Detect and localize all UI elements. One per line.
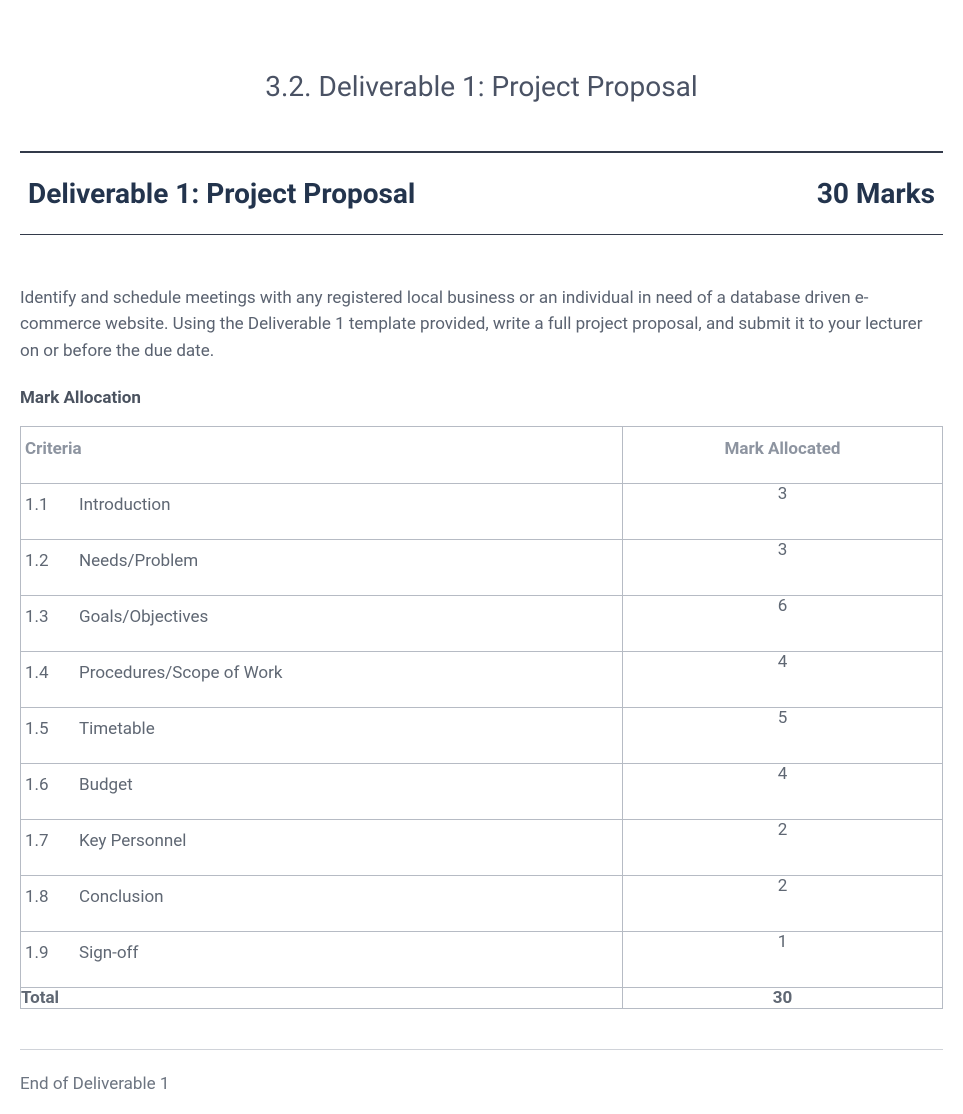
criteria-number: 1.7 xyxy=(21,820,79,875)
criteria-label: Conclusion xyxy=(79,876,164,931)
criteria-number: 1.1 xyxy=(21,484,79,539)
table-header-row: Criteria Mark Allocated xyxy=(21,427,943,484)
mark-allocated-column-header: Mark Allocated xyxy=(623,427,943,484)
table-row: 1.4Procedures/Scope of Work4 xyxy=(21,652,943,708)
criteria-column-header: Criteria xyxy=(21,427,623,484)
table-row: 1.9Sign-off1 xyxy=(21,932,943,988)
criteria-number: 1.2 xyxy=(21,540,79,595)
criteria-number: 1.4 xyxy=(21,652,79,707)
criteria-label: Procedures/Scope of Work xyxy=(79,652,282,707)
criteria-cell: 1.5Timetable xyxy=(21,708,623,764)
mark-value-cell: 2 xyxy=(623,876,943,932)
section-title: 3.2. Deliverable 1: Project Proposal xyxy=(20,70,943,103)
table-row: 1.2Needs/Problem3 xyxy=(21,540,943,596)
table-row: 1.3Goals/Objectives6 xyxy=(21,596,943,652)
mark-value-cell: 5 xyxy=(623,708,943,764)
total-label: Total xyxy=(21,988,623,1009)
criteria-cell: 1.1Introduction xyxy=(21,484,623,540)
deliverable-header-row: Deliverable 1: Project Proposal 30 Marks xyxy=(20,171,943,216)
criteria-number: 1.9 xyxy=(21,932,79,987)
criteria-label: Key Personnel xyxy=(79,820,186,875)
mark-allocation-heading: Mark Allocation xyxy=(20,388,943,408)
criteria-label: Goals/Objectives xyxy=(79,596,208,651)
criteria-label: Sign-off xyxy=(79,932,138,987)
criteria-number: 1.5 xyxy=(21,708,79,763)
mark-allocation-table: Criteria Mark Allocated 1.1Introduction3… xyxy=(20,426,943,1009)
mark-value-cell: 4 xyxy=(623,652,943,708)
deliverable-marks: 30 Marks xyxy=(817,177,935,210)
criteria-label: Introduction xyxy=(79,484,171,539)
table-row: 1.6Budget4 xyxy=(21,764,943,820)
criteria-number: 1.3 xyxy=(21,596,79,651)
criteria-label: Needs/Problem xyxy=(79,540,198,595)
end-of-deliverable-text: End of Deliverable 1 xyxy=(20,1074,943,1094)
table-row: 1.8Conclusion2 xyxy=(21,876,943,932)
criteria-number: 1.6 xyxy=(21,764,79,819)
total-value: 30 xyxy=(623,988,943,1009)
criteria-cell: 1.7Key Personnel xyxy=(21,820,623,876)
deliverable-title: Deliverable 1: Project Proposal xyxy=(28,177,415,210)
criteria-cell: 1.6Budget xyxy=(21,764,623,820)
header-rule-top xyxy=(20,151,943,153)
table-row: 1.5Timetable5 xyxy=(21,708,943,764)
criteria-cell: 1.2Needs/Problem xyxy=(21,540,623,596)
criteria-cell: 1.9Sign-off xyxy=(21,932,623,988)
mark-value-cell: 4 xyxy=(623,764,943,820)
criteria-cell: 1.4Procedures/Scope of Work xyxy=(21,652,623,708)
mark-value-cell: 3 xyxy=(623,484,943,540)
table-total-row: Total30 xyxy=(21,988,943,1009)
criteria-number: 1.8 xyxy=(21,876,79,931)
criteria-label: Budget xyxy=(79,764,133,819)
criteria-cell: 1.8Conclusion xyxy=(21,876,623,932)
mark-value-cell: 6 xyxy=(623,596,943,652)
table-row: 1.7Key Personnel2 xyxy=(21,820,943,876)
footer-rule xyxy=(20,1049,943,1050)
criteria-cell: 1.3Goals/Objectives xyxy=(21,596,623,652)
header-rule-bottom xyxy=(20,234,943,235)
intro-paragraph: Identify and schedule meetings with any … xyxy=(20,285,943,364)
criteria-label: Timetable xyxy=(79,708,155,763)
mark-value-cell: 2 xyxy=(623,820,943,876)
mark-value-cell: 3 xyxy=(623,540,943,596)
table-row: 1.1Introduction3 xyxy=(21,484,943,540)
mark-value-cell: 1 xyxy=(623,932,943,988)
